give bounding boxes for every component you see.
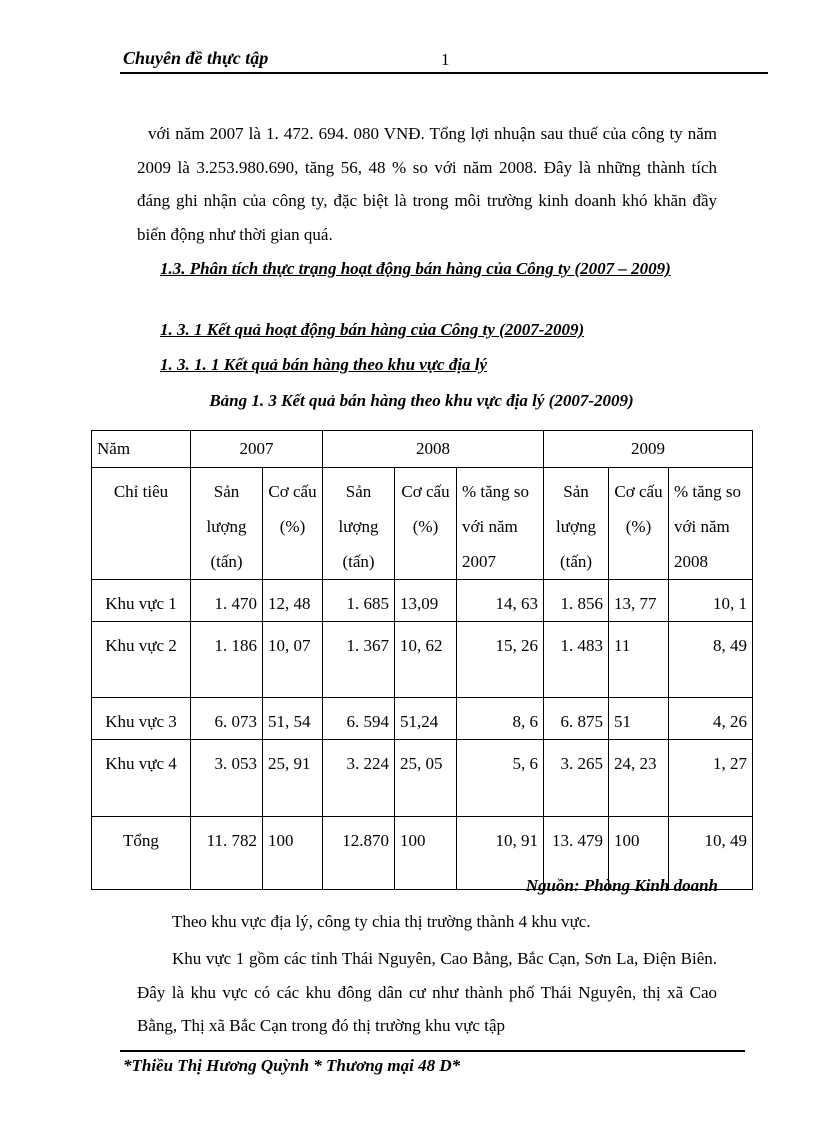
row-label: Khu vực 1 [91,579,191,622]
table-cell: 1. 483 [543,621,609,698]
table-cell: 11. 782 [190,816,263,890]
table-cell: 24, 23 [608,739,669,817]
table-header: Sản lượng (tấn) [190,467,263,580]
table-header: Cơ cấu (%) [394,467,457,580]
table-header: % tăng so với năm 2008 [668,467,753,580]
table-cell: 13. 479 [543,816,609,890]
table-cell: 100 [262,816,323,890]
table-header: Sản lượng (tấn) [543,467,609,580]
table-cell: 13, 77 [608,579,669,622]
table-cell: 1. 856 [543,579,609,622]
table-caption: Bảng 1. 3 Kết quả bán hàng theo khu vực … [209,391,634,410]
table-cell: 8, 49 [668,621,753,698]
header-rule [120,72,768,74]
table-cell: 6. 073 [190,697,263,740]
table-cell: 10, 62 [394,621,457,698]
table-header: Cơ cấu (%) [608,467,669,580]
table-header: % tăng so với năm 2007 [456,467,544,580]
table-cell: 3. 224 [322,739,395,817]
table-cell: 8, 6 [456,697,544,740]
table-row: Khu vực 4 3. 053 25, 91 3. 224 25, 05 5, 6 3. … [91,739,753,817]
table-header: 2007 [190,430,323,468]
row-label: Tổng [91,816,191,890]
table-cell: 12, 48 [262,579,323,622]
section-heading: 1.3. Phân tích thực trạng hoạt động bán … [160,259,671,278]
table-cell: 25, 91 [262,739,323,817]
table-cell: 6. 594 [322,697,395,740]
row-label: Khu vực 4 [91,739,191,817]
table-header: Cơ cấu (%) [262,467,323,580]
subsection-heading: 1. 3. 1 Kết quả hoạt động bán hàng của C… [160,320,585,339]
table-cell: 3. 265 [543,739,609,817]
footer-rule [120,1050,745,1052]
paragraph: Theo khu vực địa lý, công ty chia thị tr… [172,912,591,931]
table-header: Năm [91,430,191,468]
table-cell: 10, 07 [262,621,323,698]
data-table: Năm 2007 2008 2009 Chỉ tiêu Sản lượng (tấ… [91,430,753,890]
table-cell: 1. 367 [322,621,395,698]
table-cell: 25, 05 [394,739,457,817]
table-cell: 1. 470 [190,579,263,622]
table-cell: 1. 186 [190,621,263,698]
table-cell: 51, 54 [262,697,323,740]
header-title: Chuyên đề thực tập [123,48,269,68]
paragraph: với năm 2007 là 1. 472. 694. 080 VNĐ. Tổ… [137,124,717,244]
page-number: 1 [441,50,450,69]
table-cell: 10, 49 [668,816,753,890]
row-label: Khu vực 3 [91,697,191,740]
table-header: 2008 [322,430,544,468]
table-row: Khu vực 3 6. 073 51, 54 6. 594 51,24 8, 6 6. 8… [91,697,753,740]
table-cell: 1, 27 [668,739,753,817]
table-cell: 13,09 [394,579,457,622]
footer-text: *Thiều Thị Hương Quỳnh * Thương mại 48 D… [123,1056,461,1075]
table-cell: 12.870 [322,816,395,890]
table-cell: 100 [608,816,669,890]
table-header: 2009 [543,430,753,468]
table-cell: 1. 685 [322,579,395,622]
table-row: Tổng 11. 782 100 12.870 100 10, 91 13. 479 100 1… [91,816,753,890]
table-cell: 51,24 [394,697,457,740]
table-row: Khu vực 1 1. 470 12, 48 1. 685 13,09 14, 63 1.… [91,579,753,622]
table-cell: 100 [394,816,457,890]
table-cell: 10, 1 [668,579,753,622]
table-row: Khu vực 2 1. 186 10, 07 1. 367 10, 62 15, 26 1… [91,621,753,698]
table-cell: 3. 053 [190,739,263,817]
table-cell: 15, 26 [456,621,544,698]
table-header: Chỉ tiêu [91,467,191,580]
table-cell: 51 [608,697,669,740]
table-cell: 14, 63 [456,579,544,622]
table-cell: 11 [608,621,669,698]
table-cell: 5, 6 [456,739,544,817]
table-header: Sản lượng (tấn) [322,467,395,580]
table-cell: 6. 875 [543,697,609,740]
source-note: Nguồn: Phòng Kinh doanh [525,876,718,895]
subsection-heading: 1. 3. 1. 1 Kết quả bán hàng theo khu vực… [160,355,488,374]
row-label: Khu vực 2 [91,621,191,698]
table-cell: 4, 26 [668,697,753,740]
paragraph: Khu vực 1 gồm các tỉnh Thái Nguyên, Cao … [137,949,717,1035]
